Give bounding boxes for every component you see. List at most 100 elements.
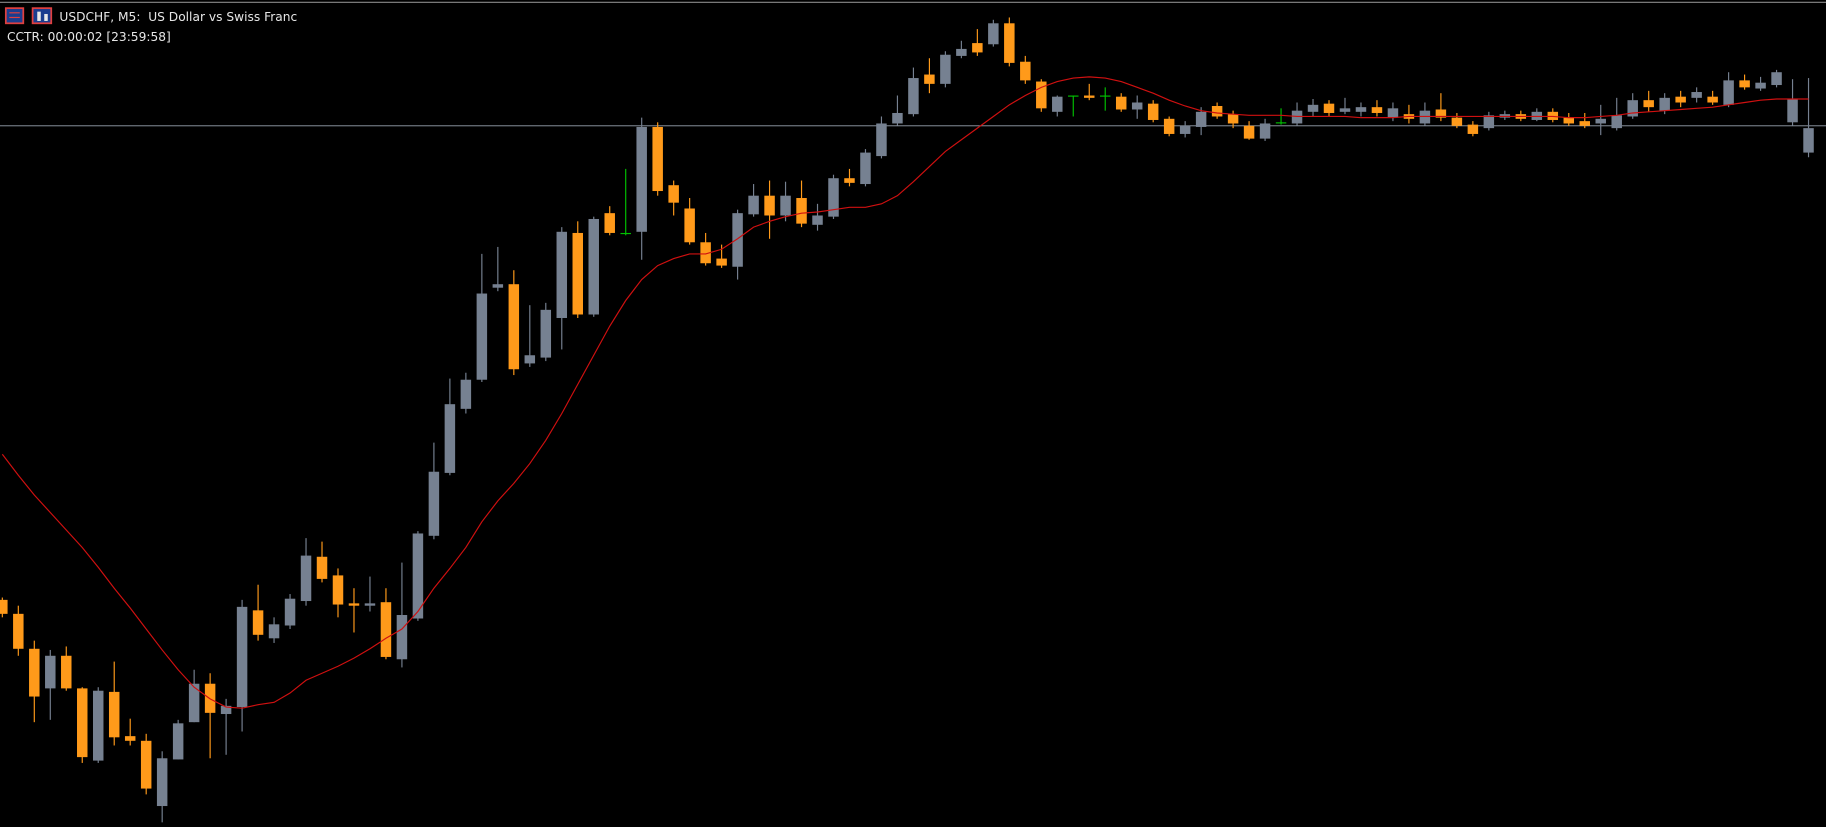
candle-body <box>780 195 791 216</box>
candle-body <box>748 195 759 215</box>
candle-body <box>1307 104 1319 112</box>
plot-area <box>0 17 1826 823</box>
candle-body <box>140 740 152 789</box>
candle-body <box>1147 103 1159 120</box>
candle-body <box>380 602 392 657</box>
candle-body <box>236 606 248 708</box>
candle-body <box>284 598 296 626</box>
candle-body <box>1355 107 1367 112</box>
candle-body <box>364 603 376 606</box>
symbol-label: USDCHF, M5: US Dollar vs Swiss Franc <box>59 10 297 24</box>
candle-body <box>1371 107 1383 113</box>
icon-frame <box>4 7 25 25</box>
candle-body <box>0 599 8 614</box>
candle-body <box>1675 96 1686 103</box>
candle-body <box>268 624 280 639</box>
chart-icon[interactable] <box>31 7 53 25</box>
candle-body <box>476 293 488 380</box>
candle-body <box>620 232 631 235</box>
candle-body <box>540 309 552 358</box>
candle-body <box>1595 118 1606 124</box>
candle-body <box>1163 118 1175 134</box>
candle-body <box>1787 99 1798 123</box>
candle-body <box>1068 95 1079 97</box>
candle-body <box>1195 111 1207 127</box>
candle-body <box>1771 72 1782 86</box>
candle-body <box>812 215 823 225</box>
candle-body <box>61 655 72 689</box>
candle-body <box>892 112 903 124</box>
candle-body <box>1467 124 1479 134</box>
candle-body <box>844 178 855 183</box>
candle-body <box>1131 102 1143 110</box>
candle-body <box>908 78 919 115</box>
candle-body <box>572 232 583 315</box>
candle-body <box>252 610 264 635</box>
candle-body <box>1339 108 1351 112</box>
candle-body <box>828 178 839 217</box>
candle-body <box>524 355 536 364</box>
candle-body <box>1020 61 1031 81</box>
candle-body <box>940 54 951 84</box>
candle-body <box>428 471 440 536</box>
candle-body <box>1483 115 1495 129</box>
candle-body <box>860 152 871 185</box>
icon-frame <box>31 7 53 25</box>
candle-body <box>1723 80 1734 105</box>
candle-body <box>1451 117 1463 126</box>
candle-body <box>1611 115 1622 129</box>
menu-icon[interactable] <box>4 7 25 25</box>
candle-body <box>716 258 727 266</box>
candle-body <box>1643 100 1654 108</box>
candle-body <box>13 613 24 649</box>
candle-body <box>1227 114 1239 124</box>
candle-body <box>604 213 615 233</box>
candle-body <box>1211 105 1223 117</box>
candle-body <box>1803 128 1814 153</box>
candle-body <box>29 648 40 697</box>
candle-body <box>348 603 360 606</box>
candle-body <box>220 705 232 715</box>
candle-body <box>796 198 807 224</box>
candle-body <box>444 404 456 473</box>
candle-body <box>876 123 887 157</box>
candle-body <box>45 655 56 689</box>
candle-body <box>732 213 743 267</box>
candle-body <box>1387 108 1399 118</box>
candle-body <box>668 185 679 203</box>
candle-body <box>1036 81 1047 109</box>
candle-body <box>1275 122 1287 124</box>
candle-body <box>316 556 328 579</box>
candle-body <box>1052 96 1063 112</box>
candle-body <box>412 533 424 619</box>
icon-bar <box>44 13 48 21</box>
candle-body <box>1259 123 1271 139</box>
candle-body <box>1323 103 1335 113</box>
candle-body <box>188 683 200 723</box>
candle-body <box>1691 92 1702 98</box>
candle-body <box>1179 125 1191 134</box>
indicator-label: CCTR: 00:00:02 [23:59:58] <box>7 30 171 44</box>
candle-body <box>700 242 711 264</box>
candle-body <box>588 218 599 315</box>
candle-body <box>1579 121 1590 126</box>
icon-bar <box>37 11 41 21</box>
candle-body <box>988 23 999 45</box>
candle-body <box>1707 96 1718 103</box>
candle-body <box>684 208 695 243</box>
candle-body <box>924 74 935 84</box>
candle-body <box>172 723 184 760</box>
candle-body <box>1435 109 1447 118</box>
candle-body <box>77 688 88 758</box>
candle-body <box>972 43 983 53</box>
candle-body <box>1659 97 1670 111</box>
candle-body <box>508 284 520 370</box>
candle-body <box>956 48 967 56</box>
candle-body <box>92 690 104 761</box>
candle-body <box>300 555 312 602</box>
candle-body <box>1084 95 1095 98</box>
